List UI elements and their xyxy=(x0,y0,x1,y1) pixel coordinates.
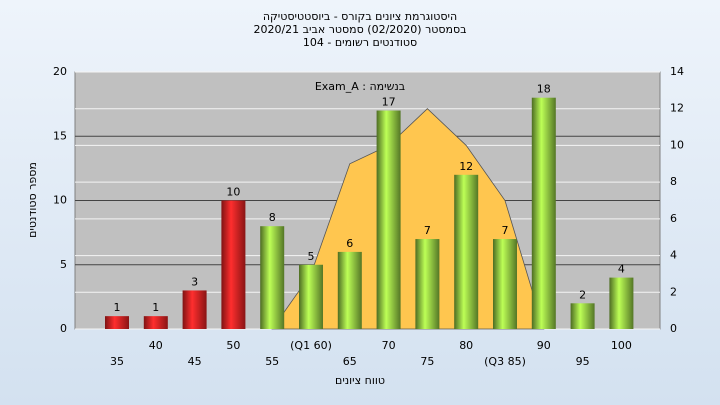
data-label: 18 xyxy=(537,83,551,96)
data-label: 3 xyxy=(191,275,198,288)
x-tick-label: 75 xyxy=(420,355,434,368)
data-label: 7 xyxy=(502,224,509,237)
bar xyxy=(260,226,285,329)
annotation: Exam_A : בנשימה xyxy=(315,80,405,93)
x-tick-label: 55 xyxy=(265,355,279,368)
data-label: 12 xyxy=(459,160,473,173)
x-tick-label: 40 xyxy=(149,339,163,352)
bar xyxy=(531,97,556,329)
bar xyxy=(609,277,634,329)
data-label: 4 xyxy=(618,263,625,276)
x-tick-label: 80 xyxy=(459,339,473,352)
bar xyxy=(570,303,595,329)
y2-tick-label: 0 xyxy=(670,322,677,335)
y2-tick-label: 8 xyxy=(670,175,677,188)
y2-tick-label: 4 xyxy=(670,249,677,262)
chart-title: היסטוגרמת ציונים בקורס - ביוסטטיסטיקה xyxy=(263,10,457,23)
x-tick-label: (Q1 60) xyxy=(290,339,332,352)
x-tick-label: 95 xyxy=(576,355,590,368)
bar xyxy=(105,316,129,329)
x-tick-label: 90 xyxy=(537,339,551,352)
data-label: 2 xyxy=(579,288,586,301)
data-label: 7 xyxy=(424,224,431,237)
x-tick-label: 35 xyxy=(110,355,124,368)
bar xyxy=(454,174,479,329)
bar xyxy=(143,316,168,329)
x-tick-label: 70 xyxy=(382,339,396,352)
bar xyxy=(376,110,401,329)
y-tick-label: 20 xyxy=(53,65,67,78)
bar xyxy=(493,239,517,329)
y-tick-label: 5 xyxy=(60,258,67,271)
bar xyxy=(299,264,323,329)
x-tick-label: 50 xyxy=(226,339,240,352)
x-tick-label: 45 xyxy=(188,355,202,368)
data-label: 1 xyxy=(114,301,121,314)
y2-tick-label: 2 xyxy=(670,285,677,298)
y2-tick-label: 12 xyxy=(670,102,684,115)
data-label: 8 xyxy=(269,211,276,224)
y2-tick-label: 6 xyxy=(670,212,677,225)
x-tick-label: (Q3 85) xyxy=(484,355,526,368)
bar xyxy=(337,251,362,329)
y-tick-label: 15 xyxy=(53,129,67,142)
x-axis-label: טווח ציונים xyxy=(335,374,385,387)
data-label: 5 xyxy=(308,250,315,263)
bar xyxy=(182,290,207,329)
x-tick-label: 65 xyxy=(343,355,357,368)
data-label: 6 xyxy=(346,237,353,250)
chart-title: בסמסטר (02/2020) סמסטר אביב 2020/21 xyxy=(253,23,466,36)
y-tick-label: 10 xyxy=(53,194,67,207)
y-tick-label: 0 xyxy=(60,322,67,335)
bar xyxy=(415,239,440,329)
bar xyxy=(221,200,246,329)
y2-tick-label: 14 xyxy=(670,65,684,78)
data-label: 1 xyxy=(152,301,159,314)
y-axis-label: מספר סטודנטים xyxy=(26,162,39,238)
data-label: 10 xyxy=(226,186,240,199)
chart-title: סטודנטים רשומים - 104 xyxy=(303,36,417,49)
y2-tick-label: 10 xyxy=(670,138,684,151)
data-label: 17 xyxy=(382,96,396,109)
x-tick-label: 100 xyxy=(611,339,632,352)
